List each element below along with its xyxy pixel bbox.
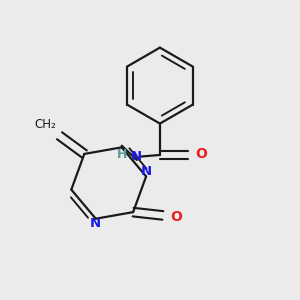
Text: N: N	[141, 165, 152, 178]
Text: N: N	[131, 150, 142, 163]
Text: CH₂: CH₂	[34, 118, 56, 131]
Text: O: O	[195, 147, 207, 161]
Text: N: N	[90, 217, 101, 230]
Text: O: O	[170, 210, 182, 224]
Text: H: H	[117, 148, 127, 161]
